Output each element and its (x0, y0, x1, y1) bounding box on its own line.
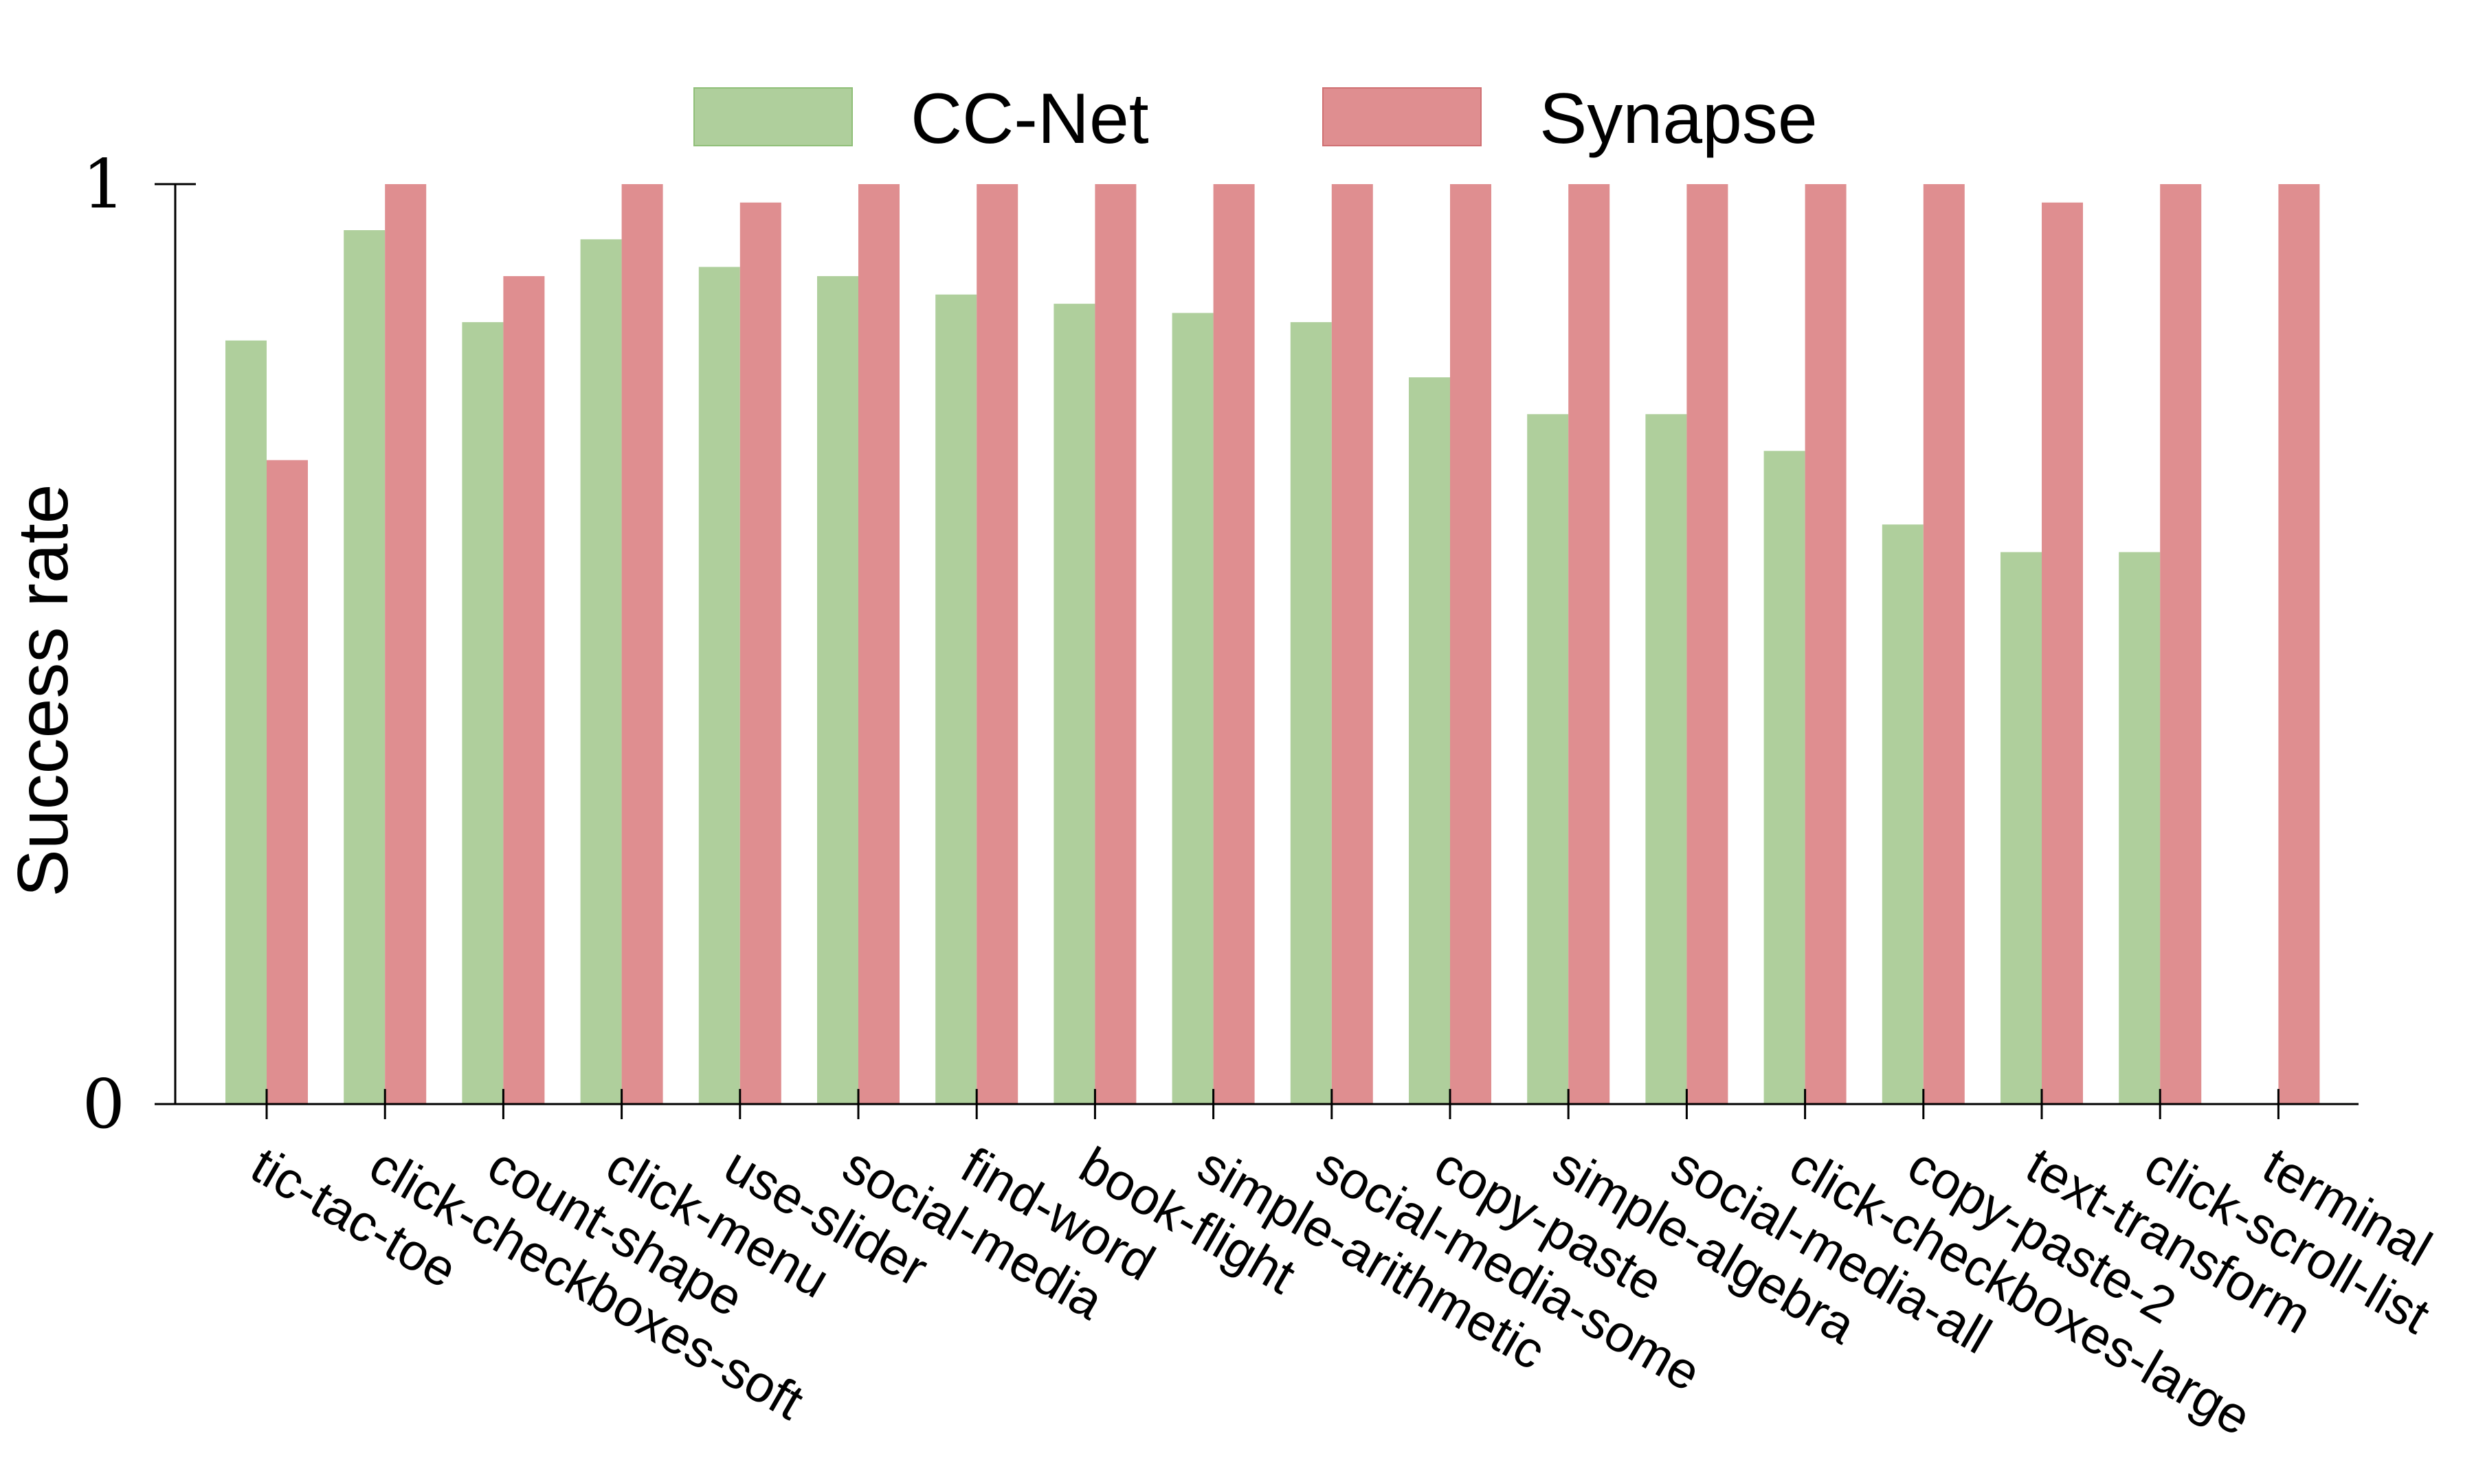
bar-synapse-count-shape (503, 276, 545, 1104)
bar-cc-net-click-checkboxes-soft (344, 230, 386, 1104)
legend-label-synapse: Synapse (1539, 79, 1818, 159)
bar-cc-net-find-word (935, 294, 977, 1105)
bar-synapse-find-word (977, 184, 1018, 1104)
axes: 1 0 (82, 146, 2359, 1144)
bar-cc-net-click-checkboxes-large (1763, 451, 1805, 1104)
bar-cc-net-copy-paste-2 (1882, 524, 1924, 1104)
y-axis-title: Success rate (3, 484, 83, 897)
bar-cc-net-social-media-some (1290, 322, 1332, 1104)
bar-cc-net-use-slider (698, 267, 740, 1104)
bar-synapse-copy-paste (1450, 184, 1491, 1104)
y-tick-label-1: 1 (82, 146, 125, 224)
bar-synapse-click-checkboxes-soft (385, 184, 427, 1104)
legend-swatch-synapse (1322, 87, 1482, 146)
bar-cc-net-click-scroll-list (2119, 552, 2161, 1104)
bar-cc-net-social-media-all (1645, 414, 1687, 1105)
bar-cc-net-tic-tac-toe (225, 340, 267, 1105)
legend-swatch-cc-net (693, 87, 853, 146)
bar-cc-net-simple-algebra (1527, 414, 1569, 1105)
bar-synapse-copy-paste-2 (1923, 184, 1965, 1104)
bar-synapse-click-scroll-list (2160, 184, 2202, 1104)
bar-synapse-simple-algebra (1568, 184, 1610, 1104)
bar-synapse-social-media-all (1686, 184, 1728, 1104)
bar-cc-net-copy-paste (1409, 377, 1450, 1105)
bar-synapse-click-menu (621, 184, 663, 1104)
legend: CC-Net Synapse (693, 79, 1818, 159)
bar-synapse-click-checkboxes-large (1805, 184, 1847, 1104)
bar-synapse-tic-tac-toe (267, 460, 308, 1104)
bar-synapse-book-flight (1095, 184, 1137, 1104)
bar-cc-net-count-shape (462, 322, 504, 1104)
bar-cc-net-book-flight (1054, 304, 1095, 1105)
bar-synapse-text-transform (2042, 202, 2083, 1104)
bar-cc-net-text-transform (2001, 552, 2042, 1104)
bar-synapse-simple-arithmetic (1213, 184, 1255, 1104)
bar-synapse-social-media (858, 184, 900, 1104)
bar-synapse-social-media-some (1331, 184, 1373, 1104)
y-tick-label-0: 0 (82, 1066, 125, 1144)
bar-cc-net-click-menu (580, 239, 622, 1104)
bar-synapse-terminal (2278, 184, 2320, 1104)
bar-synapse-use-slider (739, 202, 781, 1104)
bars (225, 184, 2320, 1105)
x-ticks: tic-tac-toeclick-checkboxes-softcount-sh… (242, 1089, 2441, 1446)
bar-cc-net-social-media (817, 276, 858, 1104)
legend-label-cc-net: CC-Net (911, 79, 1149, 159)
bar-cc-net-simple-arithmetic (1172, 313, 1214, 1104)
